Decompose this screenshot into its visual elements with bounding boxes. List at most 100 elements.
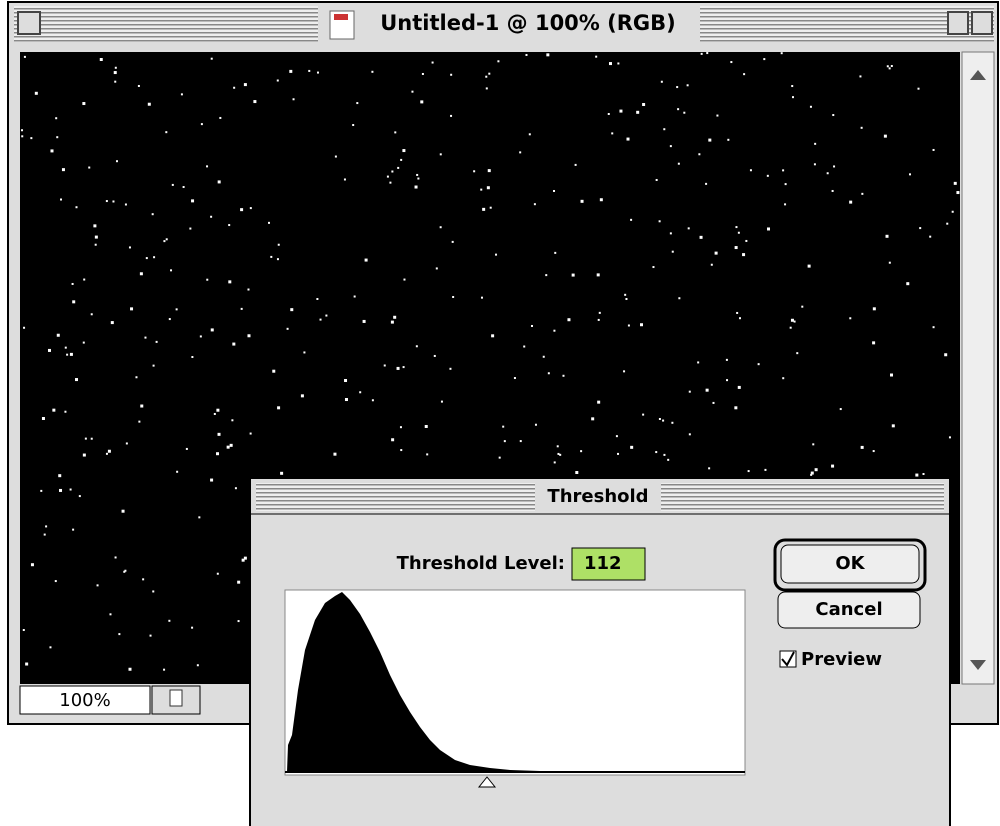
star — [142, 578, 144, 580]
star — [118, 633, 120, 635]
star — [559, 454, 561, 456]
star — [402, 149, 405, 152]
star — [45, 525, 47, 527]
star — [231, 419, 233, 421]
star — [619, 110, 622, 113]
star — [250, 207, 252, 209]
star — [64, 411, 66, 413]
star — [152, 590, 154, 592]
star — [365, 259, 368, 262]
star — [166, 238, 168, 240]
scrollbar[interactable] — [962, 52, 994, 684]
star — [734, 406, 737, 409]
star — [153, 256, 155, 258]
star — [211, 328, 214, 331]
star — [873, 307, 876, 310]
star — [163, 669, 165, 671]
star — [100, 58, 103, 61]
star — [333, 453, 336, 456]
star — [49, 646, 51, 648]
star — [529, 133, 531, 135]
star — [210, 479, 213, 482]
star — [344, 379, 347, 382]
star — [172, 184, 174, 186]
star — [791, 85, 793, 87]
star — [93, 224, 96, 227]
star — [400, 159, 402, 161]
window-title: Untitled-1 @ 100% (RGB) — [380, 11, 676, 35]
star — [486, 87, 488, 89]
star — [144, 337, 146, 339]
star — [70, 489, 72, 491]
page: {"window": {"title": "Untitled-1 @ 100% … — [0, 0, 1000, 826]
star — [861, 446, 864, 449]
star — [642, 414, 644, 416]
star — [191, 627, 193, 629]
star — [700, 236, 703, 239]
body: Untitled-1 @ 100% (RGB) 100% Threshold T… — [0, 0, 1000, 826]
star — [672, 251, 674, 253]
zoom-box[interactable] — [948, 12, 968, 34]
star — [670, 232, 672, 234]
star — [400, 449, 402, 451]
star — [598, 319, 600, 321]
star — [792, 96, 794, 98]
threshold-dialog: Threshold Threshold Level: 112 OK Cancel… — [250, 478, 950, 826]
star — [785, 183, 787, 185]
star — [715, 252, 718, 255]
star — [495, 254, 497, 256]
star — [140, 272, 143, 275]
star — [748, 470, 750, 472]
star — [763, 58, 765, 60]
star — [831, 465, 834, 468]
star — [197, 664, 199, 666]
star — [688, 227, 690, 229]
star — [656, 179, 658, 181]
star — [79, 495, 81, 497]
star — [115, 67, 117, 69]
star — [109, 613, 111, 615]
collapse-box[interactable] — [972, 12, 992, 34]
star — [216, 409, 219, 412]
star — [600, 198, 603, 201]
star — [659, 220, 661, 222]
star — [810, 106, 812, 108]
star — [233, 87, 235, 89]
star — [97, 584, 99, 586]
star — [354, 296, 356, 298]
star — [359, 391, 361, 393]
star — [502, 426, 504, 428]
star — [219, 117, 221, 119]
star — [58, 474, 61, 477]
star — [391, 171, 393, 173]
star — [393, 316, 396, 319]
star — [176, 308, 178, 310]
star — [933, 326, 935, 328]
star — [57, 334, 60, 337]
star — [642, 103, 645, 106]
star — [211, 58, 213, 60]
star — [129, 668, 132, 671]
star — [416, 345, 418, 347]
star — [667, 459, 669, 461]
star — [146, 257, 148, 259]
star — [827, 172, 829, 174]
star — [480, 189, 482, 191]
star — [116, 160, 118, 162]
star — [676, 86, 678, 88]
star — [253, 100, 256, 103]
star — [403, 279, 405, 281]
star — [72, 283, 74, 285]
close-box[interactable] — [18, 12, 40, 34]
star — [736, 312, 738, 314]
star — [909, 173, 911, 175]
star — [218, 433, 221, 436]
star — [790, 327, 792, 329]
star — [473, 170, 475, 172]
star — [66, 354, 68, 356]
star — [891, 65, 893, 67]
star — [316, 298, 318, 300]
star — [859, 75, 861, 77]
star — [82, 102, 85, 105]
star — [482, 208, 485, 211]
